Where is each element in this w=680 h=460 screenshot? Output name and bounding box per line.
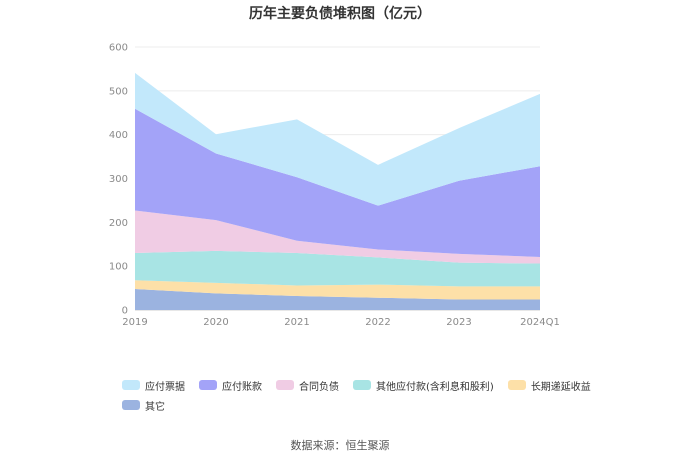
legend-swatch	[122, 400, 140, 410]
legend-swatch	[122, 380, 140, 390]
legend-label: 其它	[145, 401, 165, 413]
x-tick-label: 2020	[203, 317, 228, 328]
legend-swatch	[507, 380, 526, 390]
y-tick-label: 400	[109, 130, 128, 141]
y-tick-label: 0	[122, 306, 128, 317]
y-tick-label: 200	[109, 218, 128, 229]
y-tick-label: 500	[109, 86, 128, 97]
x-tick-label: 2024Q1	[520, 317, 560, 328]
legend-label: 应付账款	[222, 381, 262, 393]
legend-item[interactable]: 应付票据	[122, 378, 185, 393]
legend-item[interactable]: 其他应付款(含利息和股利)	[353, 378, 494, 393]
series-area: 合同负债	[135, 210, 540, 264]
legend-item[interactable]: 应付账款	[199, 378, 262, 393]
legend-swatch	[353, 380, 371, 390]
y-tick-label: 600	[109, 43, 128, 54]
legend-swatch	[199, 380, 217, 390]
series-area: 应付账款	[135, 108, 540, 257]
x-tick-label: 2021	[284, 317, 309, 328]
x-tick-label: 2019	[122, 317, 147, 328]
chart-title: 历年主要负债堆积图（亿元）	[249, 6, 431, 22]
series-area: 应付票据	[135, 72, 540, 206]
y-tick-label: 300	[109, 174, 128, 185]
legend-label: 其他应付款(含利息和股利)	[376, 381, 494, 393]
x-tick-label: 2022	[365, 317, 390, 328]
stacked-area-chart: 其它长期递延收益其他应付款(含利息和股利)合同负债应付账款应付票据 0 100 20…	[109, 43, 560, 329]
series-area: 其它	[135, 288, 540, 310]
series-area: 长期递延收益	[135, 280, 540, 300]
area-layer: 其它长期递延收益其他应付款(含利息和股利)合同负债应付账款应付票据	[135, 72, 540, 310]
axis-layer: 0 100 200 300 400 500 600 2019 2020 2021 2022 2023 2…	[109, 43, 560, 329]
legend-label: 合同负债	[299, 381, 339, 393]
legend-item[interactable]: 合同负债	[276, 378, 339, 393]
legend-item[interactable]: 长期递延收益	[507, 378, 591, 393]
x-tick-label: 2023	[446, 317, 471, 328]
legend-swatch	[276, 380, 294, 390]
y-tick-label: 100	[109, 262, 128, 273]
series-area: 其他应付款(含利息和股利)	[135, 250, 540, 287]
source-note: 数据来源：恒生聚源	[290, 439, 390, 452]
legend-label: 应付票据	[145, 381, 185, 393]
legend-label: 长期递延收益	[530, 381, 591, 393]
legend: 应付票据 应付账款 合同负债 其他应付款(含利息和股利) 长期递延收益其它	[122, 378, 592, 413]
legend-item[interactable]: 其它	[122, 398, 165, 413]
